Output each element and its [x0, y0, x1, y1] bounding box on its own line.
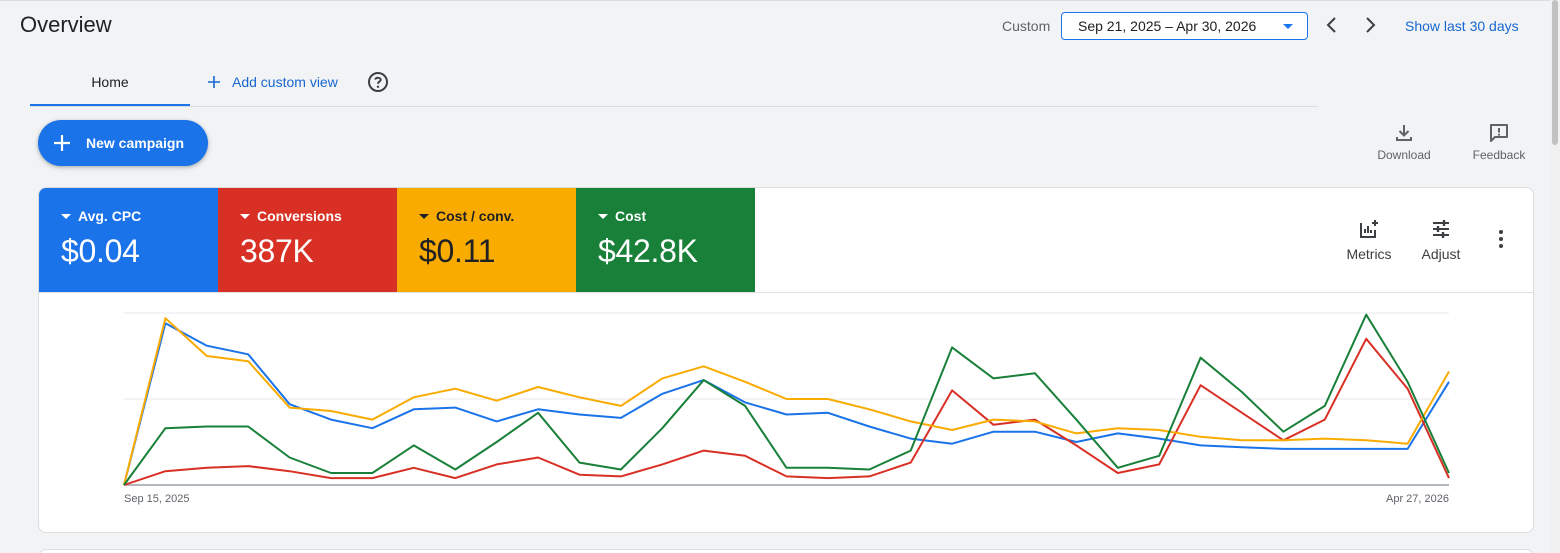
series-line-avg-cpc[interactable]	[123, 322, 1450, 486]
metric-tile-cost[interactable]: Cost $42.8K	[576, 188, 755, 292]
tune-icon	[1433, 220, 1449, 238]
date-range-select[interactable]: Sep 21, 2025 – Apr 30, 2026	[1061, 12, 1308, 40]
adjust-button[interactable]: Adjust	[1413, 218, 1469, 262]
dropdown-caret-icon	[1283, 24, 1293, 29]
new-campaign-button[interactable]: New campaign	[38, 120, 208, 166]
scrollbar-thumb[interactable]	[1552, 0, 1558, 145]
metric-value: 387K	[240, 233, 314, 269]
plus-icon	[208, 76, 220, 88]
chevron-right-icon	[1366, 17, 1376, 33]
adjust-label: Adjust	[1421, 246, 1461, 262]
feedback-label: Feedback	[1472, 148, 1526, 162]
metrics-button[interactable]: Metrics	[1339, 218, 1399, 262]
download-button[interactable]: Download	[1372, 122, 1436, 162]
caret-down-icon	[240, 214, 250, 219]
page-scrollbar[interactable]	[1550, 0, 1560, 553]
series-line-cost[interactable]	[123, 313, 1450, 486]
chevron-left-icon	[1326, 17, 1336, 33]
download-icon	[1396, 125, 1412, 141]
metric-name: Cost / conv.	[436, 208, 515, 224]
metric-name: Conversions	[257, 208, 342, 224]
metric-value: $42.8K	[598, 233, 698, 269]
help-icon[interactable]	[367, 71, 389, 93]
metric-value: $0.11	[419, 233, 496, 269]
download-label: Download	[1377, 148, 1431, 162]
metric-tile-cost-per-conv[interactable]: Cost / conv. $0.11	[397, 188, 576, 292]
custom-range-label: Custom	[1002, 18, 1051, 34]
feedback-button[interactable]: Feedback	[1467, 122, 1531, 162]
caret-down-icon	[598, 214, 608, 219]
add-custom-view-label: Add custom view	[232, 74, 338, 90]
add-custom-view-tab[interactable]: Add custom view	[206, 72, 338, 92]
series-line-cost-conv-[interactable]	[123, 317, 1450, 486]
feedback-icon	[1490, 124, 1508, 142]
metric-name: Avg. CPC	[78, 208, 142, 224]
show-last-30-days-link[interactable]: Show last 30 days	[1405, 18, 1519, 34]
caret-down-icon	[419, 214, 429, 219]
next-card	[38, 549, 1534, 553]
caret-down-icon	[61, 214, 71, 219]
tab-home[interactable]: Home	[30, 62, 190, 106]
metric-tile-conversions[interactable]: Conversions 387K	[218, 188, 397, 292]
metrics-chart-icon	[1360, 220, 1378, 238]
more-vert-icon[interactable]	[1491, 228, 1511, 250]
date-range-value: Sep 21, 2025 – Apr 30, 2026	[1078, 18, 1257, 34]
metric-value: $0.04	[61, 233, 140, 269]
new-campaign-label: New campaign	[86, 135, 185, 151]
metric-name: Cost	[615, 208, 647, 224]
next-period-button[interactable]	[1360, 14, 1380, 36]
page-title: Overview	[20, 12, 112, 37]
series-line-conversions[interactable]	[123, 337, 1450, 486]
performance-card: Avg. CPC $0.04 Conversions 387K Cost / c…	[38, 187, 1534, 533]
x-tick-label-end: Apr 27, 2026	[1386, 493, 1449, 505]
metrics-label: Metrics	[1346, 246, 1392, 262]
x-tick-label-start: Sep 15, 2025	[124, 493, 189, 505]
performance-chart: Sep 15, 2025 Apr 27, 2026	[123, 312, 1450, 505]
metric-tile-avg-cpc[interactable]: Avg. CPC $0.04	[39, 188, 218, 292]
previous-period-button[interactable]	[1322, 14, 1342, 36]
plus-icon	[54, 135, 70, 151]
